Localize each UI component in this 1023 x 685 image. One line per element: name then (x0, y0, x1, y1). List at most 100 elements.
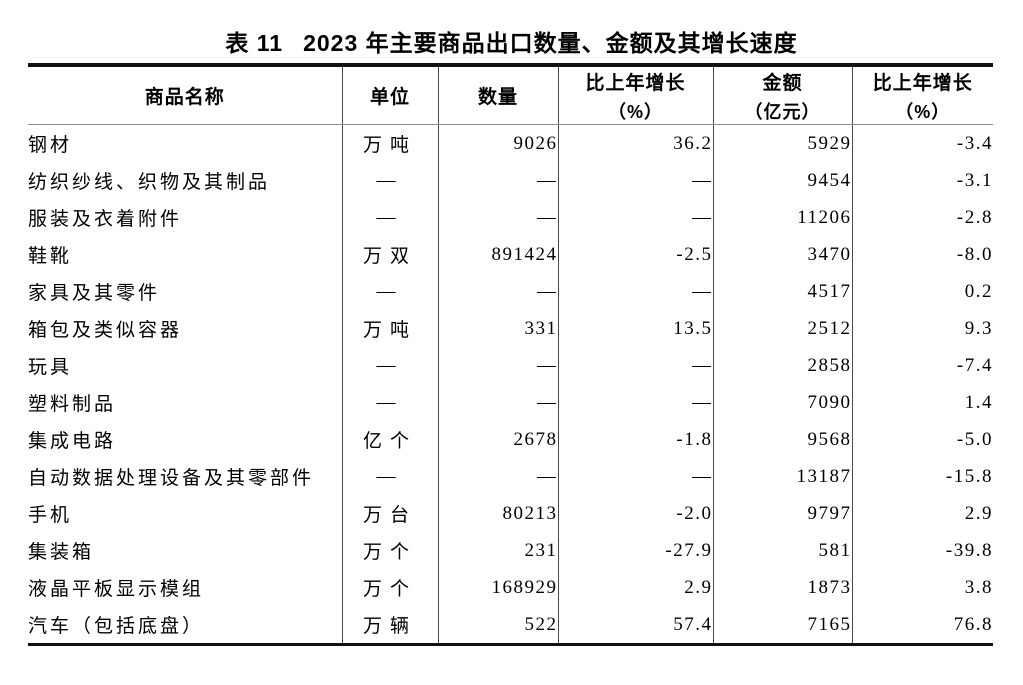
quantity-growth-cell: — (557, 384, 713, 421)
quantity-cell: 231 (437, 532, 558, 569)
amount-growth-cell: -7.4 (851, 347, 993, 384)
quantity-growth-cell: 13.5 (557, 310, 713, 347)
amount-cell: 3470 (712, 236, 852, 273)
unit-cell: — (341, 347, 438, 384)
table-row: 自动数据处理设备及其零部件 — — —13187 -15.8 (28, 458, 993, 495)
header-amount-growth-label: 比上年增长 (872, 72, 973, 94)
table-row: 液晶平板显示模组 万个 168929 2.9 1873 3.8 (28, 569, 993, 606)
commodity-name-cell: 自动数据处理设备及其零部件 (28, 468, 315, 489)
quantity-growth-cell: 57.4 (557, 606, 713, 645)
header-commodity-name: 商品名称 (28, 65, 342, 125)
quantity-cell: 891424 (437, 236, 558, 273)
header-unit: 单位 (341, 65, 438, 125)
quantity-growth-cell: — (557, 273, 713, 310)
unit-cell: 万台 (341, 495, 438, 532)
quantity-cell: — (437, 162, 558, 199)
statistics-table: 商品名称 单位 数量 比上年增长 （%） 金额 （亿元） (28, 63, 993, 646)
header-amount-growth-sub: （%） (895, 101, 951, 122)
table-row: 服装及衣着附件 — — —11206 -2.8 (28, 199, 993, 236)
table-title-text: 2023 年主要商品出口数量、金额及其增长速度 (303, 30, 798, 56)
amount-growth-cell: -3.4 (851, 124, 993, 162)
header-quantity-growth-sub: （%） (607, 101, 663, 122)
unit-cell: 万个 (341, 532, 438, 569)
commodity-name-cell: 服装及衣着附件 (28, 209, 183, 230)
quantity-cell: 9026 (437, 124, 558, 162)
header-quantity-growth-label: 比上年增长 (585, 72, 686, 94)
table-header: 商品名称 单位 数量 比上年增长 （%） 金额 （亿元） (28, 65, 993, 125)
commodity-name-cell: 集成电路 (28, 431, 117, 452)
amount-growth-cell: -2.8 (851, 199, 993, 236)
commodity-name-cell: 手机 (28, 505, 73, 526)
amount-cell: 1873 (712, 569, 852, 606)
amount-growth-cell: 9.3 (851, 310, 993, 347)
quantity-growth-cell: -2.5 (557, 236, 713, 273)
amount-cell: 9797 (712, 495, 852, 532)
commodity-name-cell: 箱包及类似容器 (28, 320, 183, 341)
quantity-cell: — (437, 458, 558, 495)
table-row: 玩具 — — —2858 -7.4 (28, 347, 993, 384)
quantity-cell: — (437, 273, 558, 310)
quantity-cell: 2678 (437, 421, 558, 458)
table-row: 集装箱 万个 231 -27.9 581 -39.8 (28, 532, 993, 569)
amount-cell: 2512 (712, 310, 852, 347)
header-quantity: 数量 (437, 65, 558, 125)
table-row: 钢材 万吨 9026 36.2 5929 -3.4 (28, 124, 993, 162)
header-amount-label: 金额 (762, 72, 803, 94)
table-row: 家具及其零件 — — —4517 0.2 (28, 273, 993, 310)
header-row: 商品名称 单位 数量 比上年增长 （%） 金额 （亿元） (28, 65, 993, 125)
table-row: 汽车（包括底盘） 万辆 522 57.4 7165 76.8 (28, 606, 993, 645)
commodity-name-cell: 玩具 (28, 357, 73, 378)
unit-cell: — (341, 273, 438, 310)
unit-cell: — (341, 162, 438, 199)
table-row: 手机 万台 80213 -2.0 9797 2.9 (28, 495, 993, 532)
header-unit-label: 单位 (369, 87, 410, 108)
amount-cell: 5929 (712, 124, 852, 162)
unit-cell: — (341, 384, 438, 421)
commodity-name-cell: 集装箱 (28, 542, 95, 563)
amount-growth-cell: -39.8 (851, 532, 993, 569)
table-row: 塑料制品 — — —7090 1.4 (28, 384, 993, 421)
table-row: 箱包及类似容器 万吨 331 13.5 2512 9.3 (28, 310, 993, 347)
export-commodity-table: 商品名称 单位 数量 比上年增长 （%） 金额 （亿元） (28, 63, 993, 646)
table-row: 集成电路 亿个 2678 -1.8 9568 -5.0 (28, 421, 993, 458)
header-commodity-name-label: 商品名称 (144, 87, 225, 108)
quantity-growth-cell: — (557, 347, 713, 384)
amount-growth-cell: 1.4 (851, 384, 993, 421)
quantity-cell: — (437, 347, 558, 384)
quantity-growth-cell: 36.2 (557, 124, 713, 162)
quantity-cell: 522 (437, 606, 558, 645)
amount-growth-cell: 2.9 (851, 495, 993, 532)
amount-growth-cell: 0.2 (851, 273, 993, 310)
table-number-label: 表 11 (225, 30, 284, 56)
commodity-name-cell: 家具及其零件 (28, 283, 161, 304)
quantity-cell: 80213 (437, 495, 558, 532)
commodity-name-cell: 纺织纱线、织物及其制品 (28, 172, 271, 193)
amount-cell: 11206 (712, 199, 852, 236)
table-title: 表 11 2023 年主要商品出口数量、金额及其增长速度 (0, 24, 1023, 58)
amount-growth-cell: -8.0 (851, 236, 993, 273)
header-amount-sub: （亿元） (744, 101, 821, 122)
quantity-cell: 168929 (437, 569, 558, 606)
table-row: 纺织纱线、织物及其制品 — — —9454 -3.1 (28, 162, 993, 199)
header-amount-growth: 比上年增长 （%） (851, 65, 993, 125)
quantity-growth-cell: — (557, 162, 713, 199)
table-body: 钢材 万吨 9026 36.2 5929 -3.4 纺织纱线、织物及其制品 — — —9454 -3… (28, 124, 993, 645)
commodity-name-cell: 汽车（包括底盘） (28, 616, 205, 637)
amount-cell: 7165 (712, 606, 852, 645)
amount-cell: 9454 (712, 162, 852, 199)
quantity-cell: — (437, 199, 558, 236)
unit-cell: 万双 (341, 236, 438, 273)
unit-cell: — (341, 458, 438, 495)
header-amount: 金额 （亿元） (712, 65, 852, 125)
header-quantity-growth: 比上年增长 （%） (557, 65, 713, 125)
amount-cell: 7090 (712, 384, 852, 421)
table-row: 鞋靴 万双 891424 -2.5 3470 -8.0 (28, 236, 993, 273)
quantity-growth-cell: — (557, 199, 713, 236)
header-quantity-label: 数量 (477, 87, 518, 108)
commodity-name-cell: 钢材 (28, 135, 73, 156)
amount-cell: 581 (712, 532, 852, 569)
unit-cell: 万吨 (341, 310, 438, 347)
amount-growth-cell: -15.8 (851, 458, 993, 495)
unit-cell: 万辆 (341, 606, 438, 645)
